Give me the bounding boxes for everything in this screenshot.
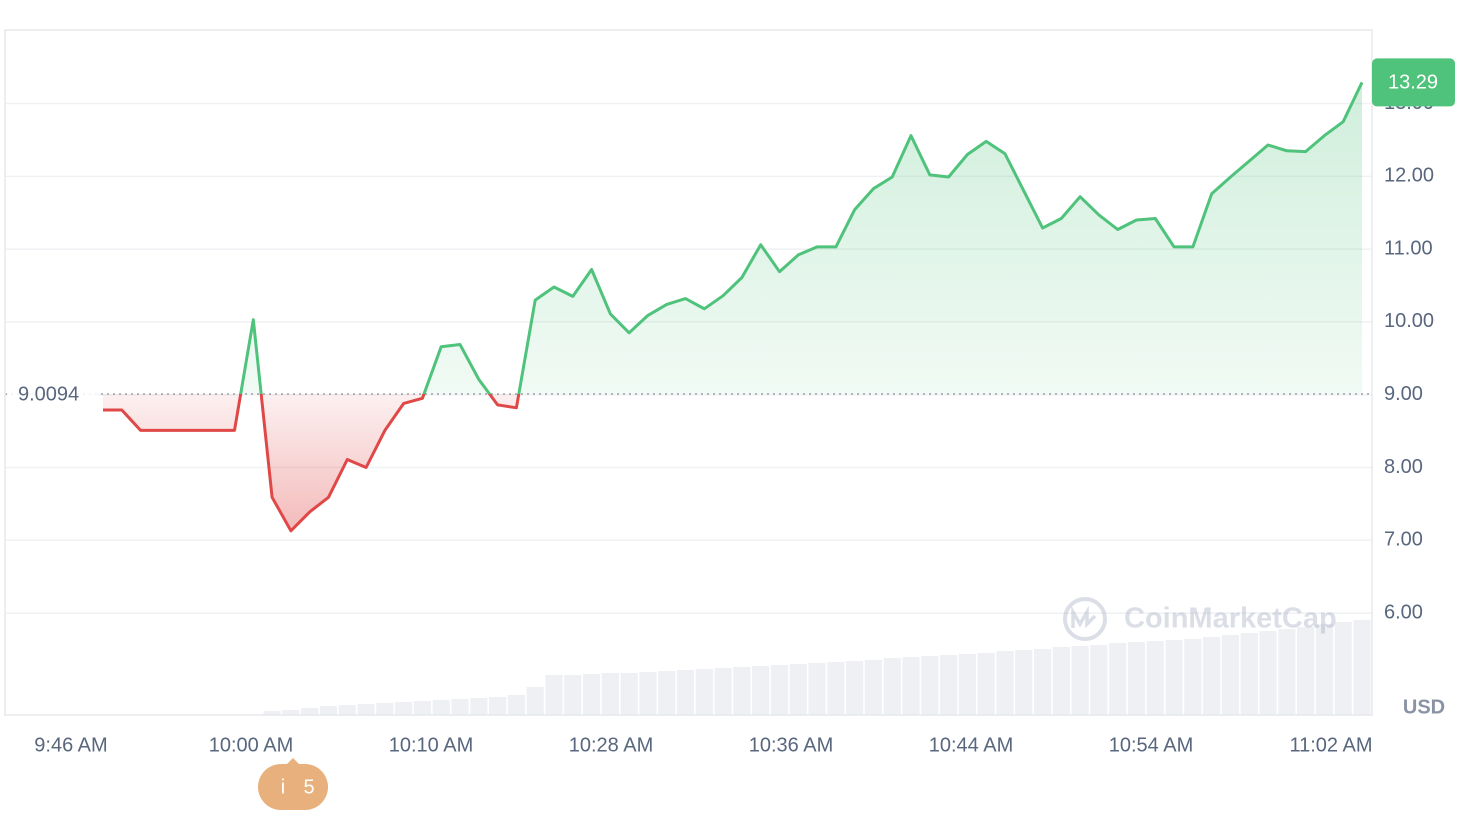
- volume-bar: [582, 674, 601, 715]
- y-tick-label: 7.00: [1384, 529, 1423, 551]
- volume-bar: [376, 703, 394, 715]
- volume-bar: [1334, 622, 1352, 715]
- x-tick-label: 10:10 AM: [389, 734, 474, 756]
- volume-bar: [282, 710, 300, 715]
- y-tick-label: 8.00: [1384, 456, 1423, 478]
- volume-bar: [1052, 647, 1070, 715]
- last-price-label: 13.29: [1388, 72, 1438, 94]
- volume-bar: [1259, 631, 1277, 715]
- y-tick-label: 12.00: [1384, 165, 1434, 187]
- x-tick-label: 10:54 AM: [1109, 734, 1194, 756]
- volume-bar: [676, 670, 695, 715]
- y-tick-label: 11.00: [1384, 237, 1433, 259]
- x-tick-label: 10:44 AM: [929, 734, 1014, 756]
- event-badge-bg[interactable]: [258, 764, 328, 810]
- y-tick-label: 10.00: [1384, 310, 1434, 332]
- volume-bar: [808, 663, 826, 715]
- volume-bar: [507, 695, 525, 715]
- x-tick-label: 10:28 AM: [569, 734, 654, 756]
- volume-bar: [921, 656, 939, 715]
- volume-bar: [977, 653, 995, 715]
- event-icon: i: [281, 776, 285, 798]
- plot-frame: [4, 29, 1373, 716]
- volume-bar: [620, 673, 638, 715]
- volume-bar: [883, 658, 901, 715]
- volume-bar: [1127, 642, 1146, 715]
- volume-bar: [1015, 650, 1033, 715]
- volume-bar: [639, 672, 657, 715]
- watermark-text: CoinMarketCap: [1124, 603, 1337, 635]
- volume-bar: [470, 698, 488, 715]
- volume-bar: [1033, 649, 1052, 715]
- y-tick-label: 6.00: [1384, 601, 1423, 623]
- volume-bar: [1315, 624, 1334, 715]
- watermark-logo: [1063, 597, 1107, 641]
- event-badge[interactable]: i 5: [258, 758, 328, 810]
- volume-bar: [432, 700, 450, 715]
- volume-bar: [695, 669, 713, 715]
- volume-bar: [489, 697, 507, 715]
- volume-bar: [940, 655, 958, 715]
- x-tick-label: 10:00 AM: [209, 734, 294, 756]
- price-area: [103, 82, 1362, 531]
- y-tick-label: 9.00: [1384, 383, 1423, 405]
- volume-bar: [752, 666, 770, 715]
- volume-bar: [564, 675, 582, 715]
- last-price-badge: [1372, 58, 1455, 107]
- x-tick-label: 9:46 AM: [34, 734, 107, 756]
- volume-bar: [714, 668, 732, 715]
- volume-bar: [864, 660, 883, 715]
- volume-bar: [1109, 643, 1127, 715]
- volume-bar: [338, 705, 356, 715]
- volume-bar: [1146, 641, 1164, 715]
- volume-bar: [526, 687, 544, 715]
- x-tick-label: 10:36 AM: [749, 734, 834, 756]
- volume-bar: [1184, 639, 1202, 715]
- volume-bar: [1353, 620, 1371, 715]
- event-count: 5: [303, 776, 314, 798]
- volume-bar: [1278, 629, 1296, 715]
- volume-bar: [827, 662, 845, 715]
- watermark-logo-mark: [1071, 605, 1097, 629]
- volume-bar: [958, 654, 976, 715]
- volume-bar: [1165, 640, 1183, 715]
- volume-bar: [1240, 633, 1258, 715]
- volume-bar: [1071, 646, 1089, 715]
- x-tick-label: 11:02 AM: [1289, 734, 1372, 756]
- volume-bar: [263, 711, 281, 715]
- volume-bar: [413, 701, 432, 715]
- volume-bar: [301, 708, 319, 715]
- volume-bar: [902, 657, 920, 715]
- volume-bar: [451, 699, 469, 715]
- price-line: [103, 81, 1364, 533]
- volume-bar: [733, 667, 751, 715]
- event-pointer: [286, 758, 300, 765]
- baseline-label-bg: [8, 380, 98, 409]
- volume-bar: [545, 675, 563, 715]
- axes: 6.007.008.009.0010.0011.0012.0013.0013.2…: [34, 58, 1455, 756]
- volume-bar: [658, 671, 676, 715]
- volume-bar: [1297, 627, 1315, 715]
- volume-bars: [263, 620, 1371, 715]
- volume-bar: [770, 665, 789, 715]
- volume-bar: [1203, 637, 1221, 715]
- volume-bar: [846, 661, 864, 715]
- volume-bar: [1090, 645, 1108, 715]
- volume-bar: [395, 702, 413, 715]
- watermark: CoinMarketCap: [1063, 597, 1337, 641]
- baseline-label: 9.0094: [18, 383, 79, 405]
- volume-bar: [357, 704, 375, 715]
- plot: 9.0094: [5, 81, 1372, 533]
- currency-label: USD: [1403, 696, 1445, 718]
- volume-bar: [319, 706, 338, 715]
- volume-bar: [996, 651, 1014, 715]
- volume-bar: [601, 673, 619, 715]
- volume-bar: [1221, 635, 1240, 715]
- volume-bar: [789, 664, 807, 715]
